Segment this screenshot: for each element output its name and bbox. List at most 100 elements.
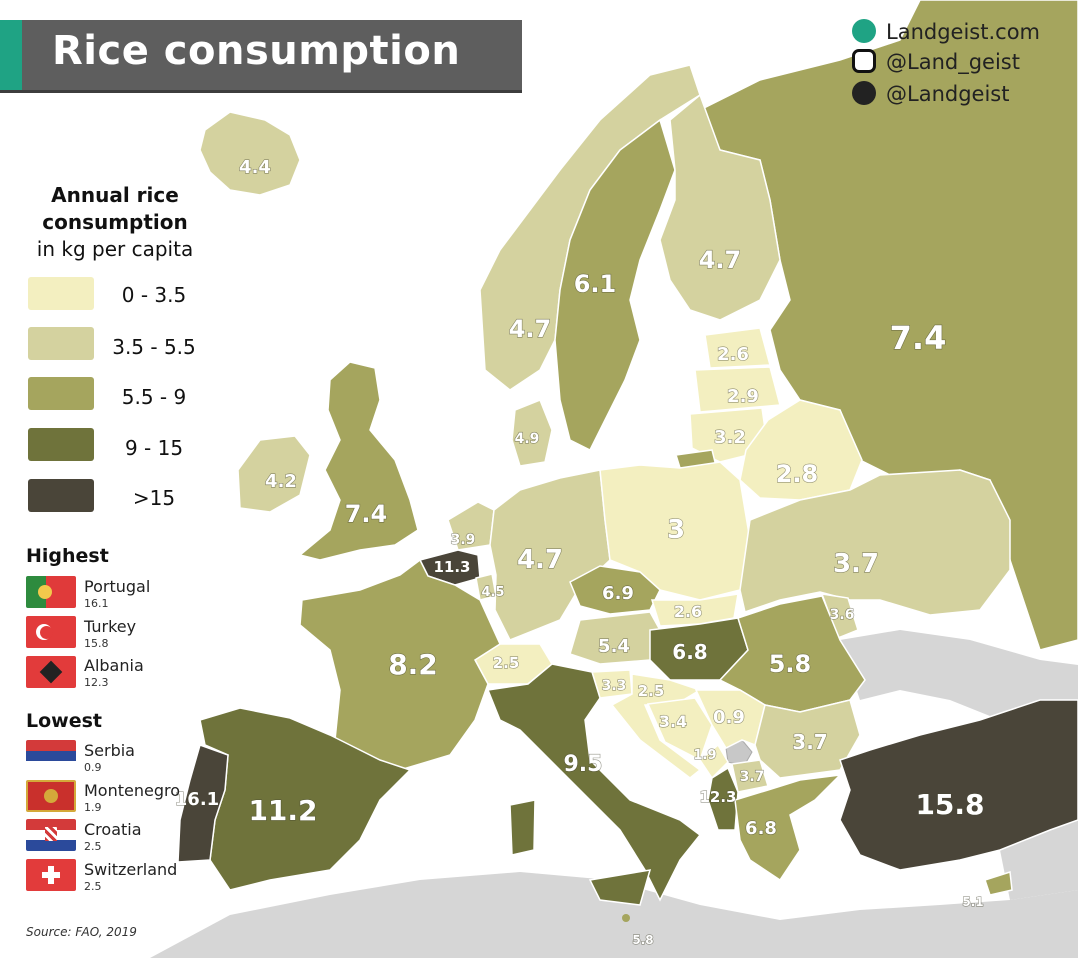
lowest-value-4: 2.5 (84, 880, 102, 893)
page-title: Rice consumption (52, 28, 461, 74)
lowest-name-1: Serbia (84, 741, 135, 760)
twitter-label: @Landgeist (886, 82, 1010, 106)
value-latvia: 2.9 (727, 386, 759, 407)
highest-value-1: 16.1 (84, 597, 109, 610)
value-norway: 4.7 (509, 315, 552, 343)
value-czechia: 6.9 (602, 583, 634, 604)
highest-name-2: Turkey (84, 617, 137, 636)
value-malta: 5.8 (632, 933, 653, 947)
montenegro-flag-icon (26, 780, 76, 812)
social-website[interactable]: Landgeist.com (852, 19, 1040, 45)
lowest-heading: Lowest (26, 710, 102, 732)
highest-heading: Highest (26, 545, 109, 567)
country-estonia (704, 327, 771, 369)
legend-swatch-4 (28, 428, 94, 461)
instagram-label: @Land_geist (886, 50, 1020, 74)
legend-title-text: Annual rice consumption (42, 183, 188, 234)
country-turkey (839, 699, 1078, 871)
title-banner: Rice consumption (0, 20, 522, 90)
country-latvia (694, 366, 781, 413)
value-moldova: 3.6 (830, 607, 855, 623)
legend-label-3: 5.5 - 9 (121, 385, 187, 409)
country-portugal (177, 744, 229, 863)
legend-swatch-3 (28, 377, 94, 410)
value-germany: 4.7 (517, 545, 563, 575)
legend-swatch-2 (28, 327, 94, 360)
country-malta (622, 914, 630, 922)
value-turkey: 15.8 (915, 788, 984, 821)
legend-subtitle: in kg per capita (36, 237, 194, 261)
country-iceland (199, 111, 301, 196)
instagram-icon (852, 49, 876, 73)
country-cyprus (984, 871, 1013, 896)
portugal-flag-icon (26, 576, 76, 608)
country-serbia (694, 689, 766, 749)
country-ukraine (739, 469, 1011, 616)
country-france (299, 558, 501, 771)
value-romania: 5.8 (769, 650, 812, 678)
country-bulgaria (754, 699, 861, 779)
no-data-africa (150, 872, 1078, 958)
legend-swatch-5 (28, 479, 94, 512)
value-france: 8.2 (388, 648, 438, 681)
value-estonia: 2.6 (717, 344, 749, 365)
value-croatia: 2.5 (638, 682, 665, 700)
lowest-value-3: 2.5 (84, 840, 102, 853)
highest-name-3: Albania (84, 656, 144, 675)
value-italy: 9.5 (564, 752, 603, 777)
value-greece: 6.8 (745, 818, 777, 839)
turkey-flag-icon (26, 616, 76, 648)
serbia-flag-icon (26, 740, 76, 772)
highest-value-3: 12.3 (84, 676, 109, 689)
country-north-macedonia (731, 759, 769, 793)
social-instagram[interactable]: @Land_geist (852, 49, 1020, 75)
legend-label-1: 0 - 3.5 (121, 283, 187, 307)
value-montenegro: 1.9 (693, 748, 716, 763)
lowest-name-2: Montenegro (84, 781, 181, 800)
value-austria: 5.4 (598, 636, 630, 657)
value-poland: 3 (667, 515, 685, 545)
country-denmark (511, 399, 553, 467)
country-finland (659, 93, 781, 321)
value-netherlands: 3.9 (451, 532, 476, 548)
country-bosnia (646, 697, 713, 762)
lowest-value-1: 0.9 (84, 761, 102, 774)
country-italy-sicily (588, 869, 652, 906)
title-accent-bar (0, 20, 22, 90)
value-portugal: 16.1 (175, 789, 219, 810)
lowest-name-4: Switzerland (84, 860, 178, 879)
country-sweden (554, 118, 676, 452)
value-belgium: 11.3 (433, 558, 470, 576)
country-ireland (237, 435, 311, 513)
lowest-name-3: Croatia (84, 820, 142, 839)
legend-label-5: >15 (132, 486, 176, 510)
no-data-middle-east (1000, 820, 1078, 900)
value-denmark: 4.9 (515, 431, 540, 447)
value-sweden: 6.1 (574, 270, 617, 298)
value-finland: 4.7 (699, 246, 742, 274)
value-serbia: 0.9 (713, 707, 745, 728)
legend-label-4: 9 - 15 (124, 436, 184, 460)
highest-name-1: Portugal (84, 577, 151, 596)
value-spain: 11.2 (248, 794, 317, 827)
country-italy (486, 663, 702, 902)
value-switzerland: 2.5 (493, 654, 520, 672)
value-lithuania: 3.2 (714, 427, 746, 448)
value-bulgaria: 3.7 (792, 730, 827, 754)
lowest-value-2: 1.9 (84, 801, 102, 814)
value-slovakia: 2.6 (674, 602, 702, 621)
twitter-icon (852, 81, 876, 105)
globe-icon (852, 19, 876, 43)
value-uk: 7.4 (345, 500, 388, 528)
value-ireland: 4.2 (265, 471, 297, 492)
social-twitter[interactable]: @Landgeist (852, 81, 1010, 107)
value-luxembourg: 4.5 (481, 585, 504, 600)
legend-label-2: 3.5 - 5.5 (112, 335, 196, 359)
croatia-flag-icon (26, 819, 76, 851)
source-note: Source: FAO, 2019 (26, 925, 137, 939)
country-italy-sardinia (509, 799, 536, 856)
value-russia: 7.4 (890, 319, 947, 357)
value-hungary: 6.8 (672, 640, 707, 664)
highest-value-2: 15.8 (84, 637, 109, 650)
